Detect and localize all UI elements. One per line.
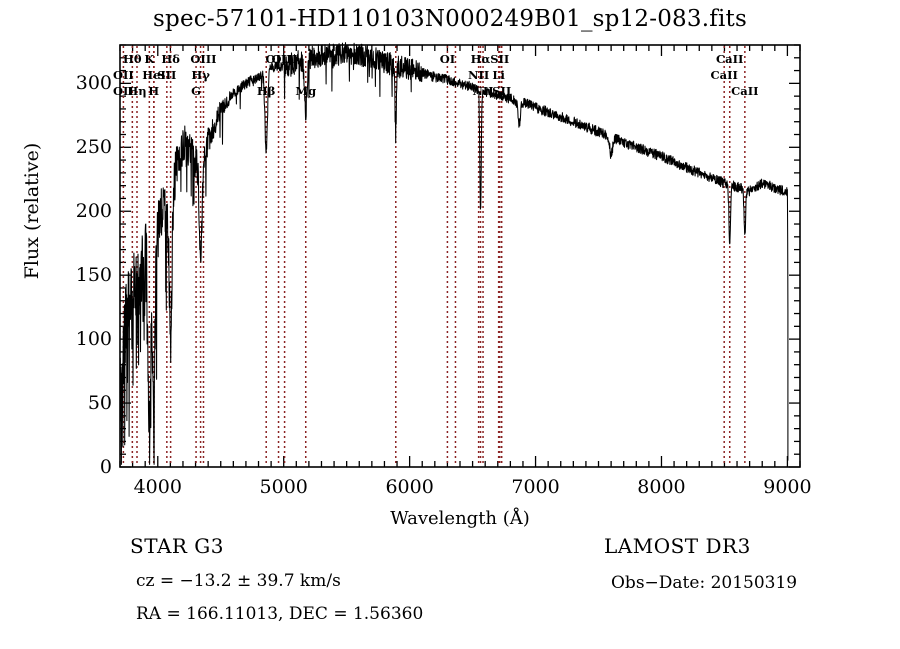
y-tick-label: 250	[75, 136, 112, 159]
x-axis-label: Wavelength (Å)	[390, 508, 530, 529]
spectral-line-label: Hγ	[191, 68, 210, 82]
spectral-line-label: OII	[113, 84, 134, 98]
spectral-line-label: CaII	[731, 84, 759, 98]
spectral-line-label: CaII	[716, 52, 744, 66]
spectral-line-label: OIII	[271, 52, 298, 66]
x-tick-label: 7000	[511, 476, 560, 498]
spectral-line-label: Li	[492, 68, 505, 82]
x-tick-label: 6000	[385, 476, 434, 498]
x-tick-label: 4000	[133, 476, 182, 498]
y-tick-label: 100	[75, 328, 112, 351]
y-tick-label: 150	[75, 264, 112, 287]
spectral-line-label: OII	[113, 68, 134, 82]
spectral-line-label: SII	[157, 68, 177, 82]
spectral-line-label: Hθ	[123, 52, 142, 66]
spectral-line-label: G	[191, 84, 201, 98]
spectral-line-label: Mg	[295, 84, 317, 98]
spectral-line-label: SII	[490, 52, 510, 66]
spectral-line-label: OI	[439, 52, 456, 66]
survey-name-text: LAMOST DR3	[604, 534, 751, 558]
x-tick-label: 5000	[259, 476, 308, 498]
y-tick-label: 200	[75, 200, 112, 223]
object-class-text: STAR G3	[130, 534, 225, 558]
y-tick-label: 0	[99, 456, 112, 478]
spectral-line-label: K	[144, 52, 155, 66]
spectral-line-label: NII	[472, 84, 494, 98]
spectral-line-label: Hβ	[256, 84, 276, 98]
spectral-line-label: Hα	[470, 52, 491, 66]
spectral-line-label: OIII	[265, 52, 292, 66]
y-tick-label: 50	[87, 392, 112, 415]
y-axis-ticks: 0 50 100 150 200 250 300	[42, 0, 112, 649]
redshift-velocity-text: cz = −13.2 ± 39.7 km/s	[136, 571, 341, 591]
spectral-line-label: OIII	[190, 52, 217, 66]
x-tick-label: 9000	[763, 476, 812, 498]
page-title: spec-57101-HD110103N000249B01_sp12-083.f…	[153, 6, 747, 32]
x-tick-label: 8000	[637, 476, 686, 498]
spectral-line-label: H	[148, 84, 160, 98]
observation-date-text: Obs−Date: 20150319	[611, 573, 798, 593]
y-tick-label: 300	[75, 72, 112, 95]
coordinates-text: RA = 166.11013, DEC = 1.56360	[136, 604, 424, 624]
spectral-line-label: Hδ	[161, 52, 180, 66]
y-axis-label: Flux (relative)	[21, 142, 43, 280]
spectral-line-label: HeI	[142, 68, 166, 82]
spectral-line-label: Hη	[127, 84, 147, 98]
spectral-line-label: SII	[492, 84, 512, 98]
spectral-line-label: NII	[467, 68, 490, 82]
spectral-line-label: CaII	[710, 68, 738, 82]
